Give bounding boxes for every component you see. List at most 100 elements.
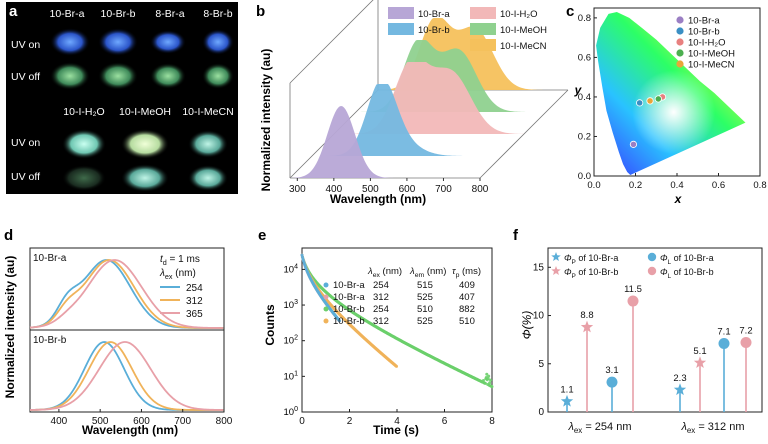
panel-c-cie-whitepoint xyxy=(596,11,746,176)
panel-c-xlabel: x xyxy=(674,192,683,206)
panel-e-xtick-label: 6 xyxy=(442,416,448,427)
sample-10-I-MeOH-uv-on xyxy=(121,129,169,159)
panel-c-point-10-Br-a xyxy=(629,140,638,148)
panel-b-legend-label: 10-I-MeOH xyxy=(500,25,547,36)
panel-e-ytick-base: 10 xyxy=(284,264,295,275)
panel-e-series-10-Br-b-254 xyxy=(300,253,494,389)
panel-e-ytick-power: 3 xyxy=(294,299,298,306)
sample-10-Br-a-uv-on xyxy=(50,28,90,56)
panel-e-ytick-base: 10 xyxy=(284,407,295,418)
panel-b-legend-swatch xyxy=(470,39,496,51)
panel-f-star-marker xyxy=(580,320,594,333)
panel-e-legend-tau: 882 xyxy=(459,304,475,315)
panel-b-legend-label: 10-Br-a xyxy=(418,9,450,20)
panel-e-ytick-power: 0 xyxy=(294,406,298,413)
panel-a-row-uv-on-2: UV on xyxy=(11,137,40,149)
panel-f-group-label: λex = 312 nm xyxy=(680,421,744,435)
panel-f-ylabel: Φ(%) xyxy=(520,311,534,340)
panel-a-col-10-Br-b: 10-Br-b xyxy=(100,8,135,20)
panel-f-legend-label: ΦL of 10-Br-b xyxy=(660,267,714,280)
panel-c-legend-label: 10-I-MeCN xyxy=(688,60,735,71)
panel-c-legend-marker xyxy=(676,60,684,68)
panel-e-legend-em: 510 xyxy=(417,304,433,315)
panel-c-ytick-label: 0.8 xyxy=(578,13,591,24)
panel-e-legend-marker xyxy=(323,318,329,324)
panel-d-subpanel-label: 10-Br-a xyxy=(33,253,67,264)
panel-c-xtick-label: 0.6 xyxy=(712,180,725,191)
panel-f-legend-label-rest: of 10-Br-b xyxy=(576,267,619,277)
panel-d-xtick-label: 700 xyxy=(174,416,191,427)
panel-b-legend-label: 10-I-H₂O xyxy=(500,9,537,20)
panel-e-point xyxy=(485,372,489,376)
panel-e-point xyxy=(490,385,494,389)
panel-e-legend-name: 10-Br-a xyxy=(333,280,365,291)
panel-e-legend-marker xyxy=(323,294,329,300)
panel-c-legend-marker xyxy=(676,16,684,24)
panel-f-circle-marker xyxy=(740,337,752,349)
panel-f-value-label: 7.2 xyxy=(739,326,752,337)
panel-b-xtick-label: 700 xyxy=(435,184,452,195)
panel-b-xtick-label: 500 xyxy=(362,184,379,195)
panel-e-legend-tau: 510 xyxy=(459,316,475,327)
panel-a: a 10-Br-a 10-Br-b 8-Br-a 8-Br-b UV on UV… xyxy=(6,2,238,194)
sample-10-I-MeCN-uv-off xyxy=(188,165,228,191)
panel-c-xtick-label: 0.0 xyxy=(587,180,600,191)
panel-b-xtick-label: 800 xyxy=(472,184,489,195)
panel-d-annotation-lambda-sub: ex xyxy=(165,272,173,281)
panel-f-legend-label-sub: L xyxy=(668,259,672,266)
panel-e-xtick-label: 0 xyxy=(299,416,305,427)
panel-b-spectrum-10-Br-a xyxy=(290,106,480,178)
panel-f-circle-marker xyxy=(718,338,730,350)
panel-c-plot: 0.0 0.2 0.4 0.6 0.80.00.20.40.60.8 10-Br-a10-… xyxy=(578,7,767,191)
sample-10-I-MeOH-uv-off xyxy=(121,164,169,192)
panel-d-curve-10-Br-b-312 xyxy=(29,341,224,411)
panel-f-legend-label-sub: P xyxy=(572,273,576,280)
panel-d-annotation-td-rest: = 1 ms xyxy=(167,254,200,265)
panel-e-series-10-Br-a-254 xyxy=(300,253,342,323)
panel-f-group-label-symbol: λ xyxy=(680,421,686,433)
panel-c-xtick-label: 0.8 xyxy=(753,180,766,191)
panel-e-legend-em: 525 xyxy=(417,292,433,303)
panel-f-ytick-label: 0 xyxy=(538,407,544,418)
panel-c-ytick-label: 0.4 xyxy=(578,92,591,103)
panel-e-ytick-base: 10 xyxy=(284,371,295,382)
panel-c-letter: c xyxy=(566,3,574,20)
panel-d-subpanel-label: 10-Br-b xyxy=(33,335,67,346)
panel-c-ylabel: y xyxy=(574,83,583,97)
panel-d-annotation-lambda-rest: (nm) xyxy=(173,268,196,279)
panel-a-row-uv-off-2: UV off xyxy=(11,171,40,183)
panel-f-star-marker xyxy=(693,356,707,369)
panel-f-legend-label-symbol: Φ xyxy=(564,267,572,277)
panel-a-col-8-Br-b: 8-Br-b xyxy=(203,8,232,20)
panel-c-point-10-I-MeCN xyxy=(646,97,654,105)
panel-f-group-label-rest: = 312 nm xyxy=(695,421,744,433)
panel-a-col-10-Br-a: 10-Br-a xyxy=(49,8,84,20)
panel-b-xtick-label: 300 xyxy=(289,184,306,195)
panel-b-xtick-label: 400 xyxy=(326,184,343,195)
panel-c-ytick-label: 0.2 xyxy=(578,131,591,142)
panel-e-header-em-symbol: λ xyxy=(409,266,415,277)
panel-e-legend-ex: 312 xyxy=(373,316,389,327)
panel-b-legend-swatch xyxy=(470,23,496,35)
panel-a-row-uv-on-1: UV on xyxy=(11,39,40,51)
panel-e-ylabel: Counts xyxy=(263,304,277,346)
panel-f-legend-star xyxy=(551,266,561,276)
panel-f-legend-label-sub: L xyxy=(668,273,672,280)
panel-d-xtick-label: 500 xyxy=(92,416,109,427)
panel-f-group-label-sub: ex xyxy=(574,426,582,435)
panel-c-ytick-label: 0.6 xyxy=(578,52,591,63)
panel-c-xtick-label: 0.4 xyxy=(670,180,683,191)
panel-e-xtick-label: 8 xyxy=(489,416,495,427)
panel-f-axes-box xyxy=(547,247,763,413)
panel-a-col-10-I-MeOH: 10-I-MeOH xyxy=(119,106,171,118)
panel-e-point xyxy=(487,374,491,378)
panel-f-group-label: λex = 254 nm xyxy=(567,421,631,435)
panel-e-ytick-power: 1 xyxy=(294,370,298,377)
panel-d-curve-10-Br-a-365 xyxy=(29,259,224,329)
panel-f-value-label: 7.1 xyxy=(717,327,730,338)
